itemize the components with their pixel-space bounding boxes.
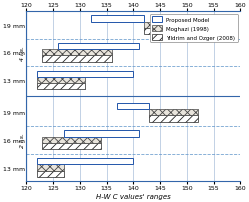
Bar — [37, 71, 133, 78]
Bar — [144, 22, 198, 29]
Text: 4 l.s.: 4 l.s. — [20, 46, 25, 61]
Text: 2 l.s.: 2 l.s. — [20, 133, 25, 148]
Bar — [37, 78, 85, 84]
Bar — [42, 143, 101, 149]
Bar — [42, 137, 101, 143]
Bar — [91, 16, 144, 22]
Bar — [37, 84, 85, 90]
Bar — [42, 50, 112, 56]
Bar — [144, 29, 198, 35]
Bar — [64, 131, 139, 137]
Bar — [117, 103, 149, 109]
X-axis label: H-W C values' ranges: H-W C values' ranges — [96, 193, 171, 199]
Bar — [37, 165, 64, 171]
Legend: Proposed Model, Moghazi (1998), Yildrim and Ozger (2008): Proposed Model, Moghazi (1998), Yildrim … — [150, 15, 238, 43]
Bar — [59, 44, 139, 50]
Bar — [37, 171, 64, 177]
Bar — [42, 56, 112, 62]
Bar — [149, 109, 198, 116]
Bar — [149, 116, 198, 122]
Bar — [37, 158, 133, 165]
